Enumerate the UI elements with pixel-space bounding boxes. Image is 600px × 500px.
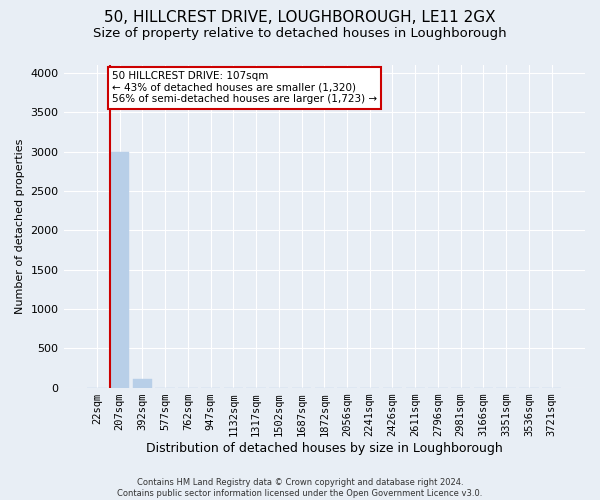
Bar	[133, 379, 152, 388]
Text: 50, HILLCREST DRIVE, LOUGHBOROUGH, LE11 2GX: 50, HILLCREST DRIVE, LOUGHBOROUGH, LE11 …	[104, 10, 496, 25]
Text: Size of property relative to detached houses in Loughborough: Size of property relative to detached ho…	[93, 28, 507, 40]
Text: Contains HM Land Registry data © Crown copyright and database right 2024.
Contai: Contains HM Land Registry data © Crown c…	[118, 478, 482, 498]
Bar	[110, 152, 130, 388]
Y-axis label: Number of detached properties: Number of detached properties	[15, 138, 25, 314]
X-axis label: Distribution of detached houses by size in Loughborough: Distribution of detached houses by size …	[146, 442, 503, 455]
Text: 50 HILLCREST DRIVE: 107sqm
← 43% of detached houses are smaller (1,320)
56% of s: 50 HILLCREST DRIVE: 107sqm ← 43% of deta…	[112, 72, 377, 104]
